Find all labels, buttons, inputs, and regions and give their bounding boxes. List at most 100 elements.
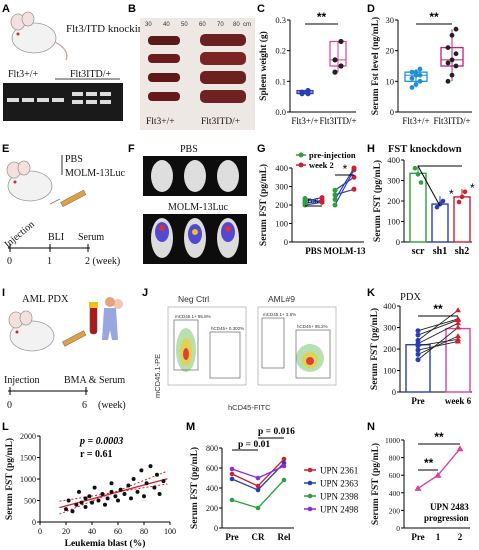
x-tick-label: MOLM-13: [324, 246, 366, 256]
data-point: [351, 165, 357, 171]
data-point: [118, 487, 123, 492]
data-point: [305, 87, 311, 94]
flow-label-neg-ctrl: Neg Ctrl: [178, 294, 209, 304]
data-point: [66, 498, 71, 503]
data-point: [64, 507, 68, 512]
y-axis-label: Spleen weight (g): [258, 31, 269, 101]
data-point: [83, 504, 88, 509]
data-point: [129, 496, 133, 501]
x-tick-label: week 6: [445, 396, 472, 406]
data-point: [338, 38, 344, 45]
x-tick-label: Rel: [278, 532, 291, 542]
data-point: [96, 498, 101, 503]
spleen-label-wt: Flt3+/+: [146, 117, 175, 127]
y-tick-label: 0.2: [275, 46, 286, 56]
gel-label-wt: Flt3+/+: [8, 69, 39, 80]
data-point: [92, 485, 97, 490]
significance-label: p = 0.016: [258, 427, 295, 437]
data-point: [455, 324, 461, 330]
y-tick-label: 200: [206, 504, 218, 513]
panel-f: F PBS MOLM-13Luc: [128, 143, 247, 264]
bli-label-pbs: PBS: [180, 144, 198, 155]
panel-h-title: FST knockdown: [388, 144, 462, 155]
y-tick-label: 2000: [20, 432, 36, 441]
data-point: [77, 489, 81, 494]
panel-letter-i: I: [2, 287, 5, 299]
timeline-step-injection: Injection: [4, 375, 40, 386]
pair-line: [334, 169, 355, 206]
y-tick-label: 600: [206, 464, 218, 473]
data-point: [229, 497, 235, 503]
chart-l-plot: 0 500 1000 1500 2000 Serum FST (pg/mL) 0 20 40 60…: [4, 432, 176, 549]
chart-m-plot: 0 200 400 600 800 Serum FST (pg/mL) UPN 2361 UP…: [189, 427, 359, 542]
panel-b: B 30 40 50 60 70 80 cm Flt3+/+ Flt3ITD/+: [128, 3, 255, 130]
flow-plot-aml9: [257, 306, 337, 386]
panel-letter-m: M: [186, 421, 195, 433]
y-tick-label: 0: [32, 518, 36, 527]
data-point: [155, 472, 159, 477]
ruler-tick-30: 30: [145, 22, 152, 28]
panel-letter-a: A: [2, 3, 10, 15]
data-point: [122, 492, 127, 497]
chart-h-plot: 0 100 200 300 400 Serum FST (pg/mL) scr sh1 sh2 *…: [372, 155, 475, 257]
data-point: [434, 204, 440, 210]
syringe-icon: [62, 330, 87, 347]
data-point: [144, 481, 149, 486]
data-point: [83, 496, 88, 501]
flow-density-aml9: [296, 344, 324, 372]
y-tick-label: 0: [392, 387, 396, 397]
pair-line: [417, 327, 459, 361]
y-tick-label: 0.3: [275, 15, 286, 25]
timeline-step-bli: BLI: [48, 232, 64, 243]
data-point: [126, 483, 131, 488]
legend-marker: [298, 162, 304, 168]
data-point: [142, 494, 146, 499]
x-tick-label: Pre: [225, 532, 238, 542]
legend-marker: [307, 493, 313, 499]
timeline-tick-0: 0: [7, 256, 12, 267]
gate-label: hCD45+ 95.2%: [297, 324, 328, 329]
pair-line: [334, 176, 355, 191]
legend-marker: [307, 480, 313, 486]
panel-letter-h: H: [367, 143, 375, 155]
pair-line: [334, 188, 355, 196]
bioluminescence-signal: [155, 222, 235, 244]
y-tick-label: 20: [386, 46, 395, 56]
significance-label: **: [317, 10, 327, 24]
significance-label: **: [424, 456, 434, 470]
data-point: [338, 63, 344, 69]
y-tick-label: 100: [387, 217, 400, 227]
data-point: [302, 198, 308, 204]
x-axis-label: Leukemia blast (%): [65, 538, 146, 549]
y-tick-label: 0.1: [275, 76, 286, 86]
y-tick-label: 0.0: [275, 107, 286, 117]
data-point: [455, 307, 461, 313]
data-point: [415, 328, 421, 334]
pair-line: [417, 319, 459, 336]
box: [329, 40, 347, 67]
legend-molm13: MOLM-13Luc: [65, 168, 126, 179]
y-tick-label: 400: [383, 301, 396, 311]
ruler-tick-80: 80: [233, 22, 240, 28]
x-tick-label: 20: [62, 527, 70, 536]
annotation-label: UPN 2483: [430, 502, 469, 512]
x-tick-label: Pre: [411, 532, 424, 542]
flow-ylabel: mCD45.1-PE: [153, 354, 162, 398]
syringe-icon: [49, 189, 87, 208]
y-axis-label: Serum FST (pg/mL): [372, 160, 383, 242]
data-point: [332, 192, 338, 198]
x-tick-label: 40: [88, 527, 96, 536]
y-tick-label: 500: [24, 497, 36, 506]
data-point: [415, 172, 421, 177]
panel-letter-b: B: [128, 3, 136, 15]
data-point: [449, 57, 455, 63]
ruler-tick-50: 50: [181, 22, 188, 28]
data-point: [255, 475, 261, 481]
data-point: [161, 479, 166, 484]
data-point: [332, 196, 338, 202]
y-tick-label: 200: [383, 344, 396, 354]
y-tick-label: 300: [387, 176, 400, 186]
ruler-tick-70: 70: [217, 22, 224, 28]
timeline-unit: (week): [98, 400, 126, 411]
